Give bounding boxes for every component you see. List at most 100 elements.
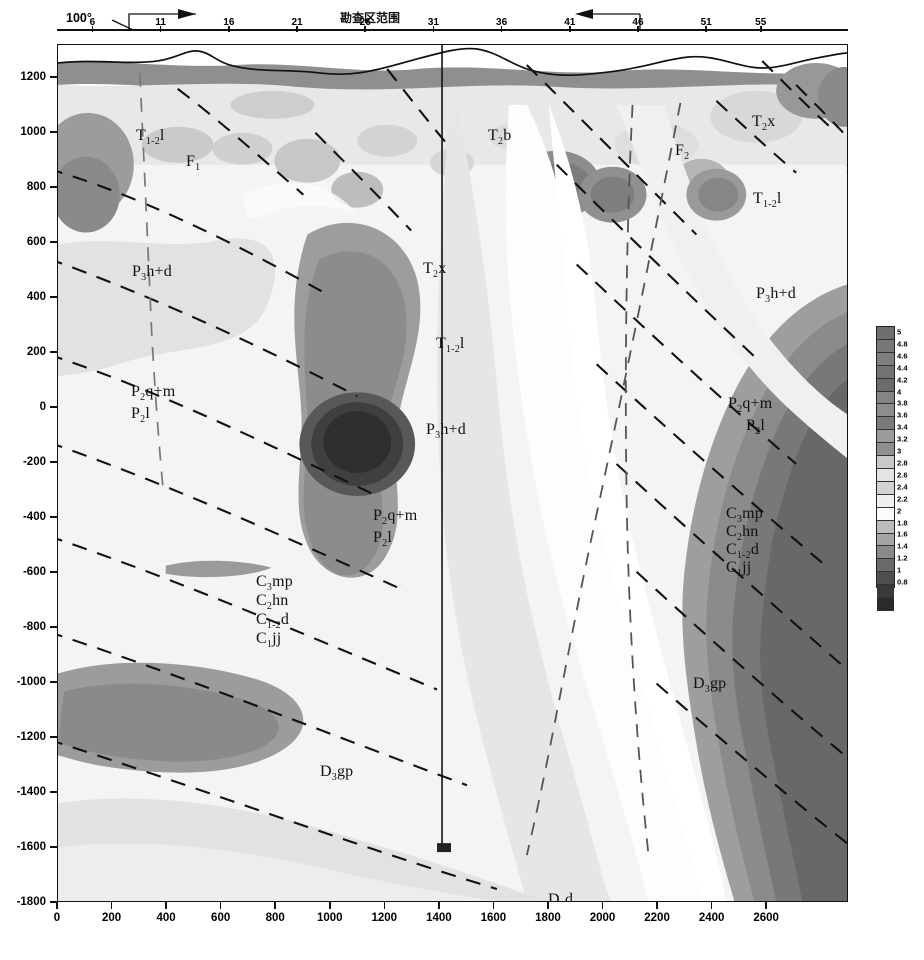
geology-label-t2x-right: T2x — [752, 113, 776, 134]
colorbar-swatch — [877, 404, 894, 418]
top-station-label: 26 — [359, 17, 371, 28]
x-tick-label: 0 — [53, 912, 61, 924]
colorbar-tick-label: 1.4 — [897, 541, 908, 551]
y-tick-label: -800 — [22, 621, 46, 633]
top-station-tick — [759, 26, 762, 32]
y-tick-label: 1000 — [20, 126, 46, 138]
colorbar-swatch — [877, 520, 894, 534]
y-tick — [50, 626, 57, 628]
x-tick — [438, 902, 440, 909]
x-tick — [383, 902, 386, 909]
colorbar-tick-label: 4.4 — [897, 363, 908, 373]
colorbar-tick-label: 1.6 — [897, 529, 908, 539]
geology-label-p2l-right: P2l — [746, 417, 765, 438]
y-tick — [50, 736, 57, 738]
y-tick-label: -1200 — [16, 731, 46, 743]
colorbar-swatch — [877, 533, 894, 547]
y-tick — [50, 901, 57, 903]
colorbar-swatch — [877, 378, 894, 392]
x-tick — [710, 902, 713, 909]
colorbar-tick-label: 1.8 — [897, 518, 908, 527]
colorbar-swatch — [877, 339, 894, 353]
x-tick-label: 600 — [211, 912, 231, 924]
x-tick-label: 2600 — [753, 912, 779, 924]
geology-label-p2qm-right: P2q+m — [728, 395, 773, 416]
colorbar-tick-label: 0.8 — [897, 577, 908, 587]
geology-label-f3: F3 — [846, 163, 847, 179]
x-axis: 0 200 400 600 800 1000 1200 1400 1600 1800 2000 220… — [53, 902, 848, 942]
colorbar-tick-label: 2 — [897, 506, 902, 516]
top-station-label: 46 — [632, 17, 644, 28]
colorbar-tick-label: 3.2 — [897, 434, 908, 444]
geology-label-t12l-left: T1-2l — [136, 127, 165, 148]
geology-label-c2hn-right: C2hn — [726, 523, 759, 544]
top-axis-line — [57, 29, 848, 31]
geology-label-c3mp-right: C3mp — [726, 505, 763, 526]
geology-label-t12l-mid: T1-2l — [436, 335, 465, 356]
top-station-tick — [364, 26, 366, 32]
y-axis: 1200 1000 800 600 400 200 0 -200 -400 -600 -800 -10… — [0, 44, 57, 908]
geology-label-d3gp-left: D3gp — [320, 763, 354, 784]
colorbar-swatch — [877, 585, 894, 599]
colorbar-tick-label: 4 — [897, 387, 902, 396]
x-tick — [547, 902, 549, 909]
colorbar-tick-label: 2.6 — [897, 470, 908, 480]
geology-label-c2hn-mid: C2hn — [256, 592, 289, 613]
colorbar-tick-label: 1 — [897, 565, 902, 575]
geology-label-t12l-right: T1-2l — [753, 190, 782, 211]
x-tick-label: 1400 — [426, 912, 452, 924]
colorbar-swatch — [877, 430, 894, 444]
y-tick-label: -1600 — [16, 841, 46, 853]
x-tick — [165, 902, 167, 909]
geology-label-c3mp-mid: C3mp — [256, 573, 293, 594]
top-station-label: 6 — [89, 17, 96, 28]
colorbar-swatch — [877, 559, 894, 573]
colorbar-tick-label: 2.2 — [897, 494, 908, 504]
colorbar-tick-label: 3 — [897, 446, 902, 456]
x-tick — [110, 902, 113, 909]
colorbar-tick-label: 2.8 — [897, 458, 908, 468]
top-station-label: 36 — [496, 17, 508, 28]
colorbar-tick-label: 3.8 — [897, 398, 908, 408]
resistivity-contour-field — [58, 45, 847, 901]
top-axis-ticks: 6 11 16 21 26 31 36 41 46 51 55 — [57, 4, 848, 32]
y-tick-label: 1200 — [20, 71, 46, 83]
colorbar-strip — [876, 326, 895, 611]
y-tick — [50, 571, 57, 573]
geology-label-p3hd-left: P3h+d — [132, 263, 172, 284]
colorbar-swatch — [877, 507, 894, 521]
geology-label-t2b: T2b — [488, 127, 512, 148]
y-tick — [50, 846, 57, 848]
geology-label-d2d: D2d — [548, 891, 574, 902]
geology-label-c12d-mid: C1-2d — [256, 611, 290, 632]
colorbar-tick-label: 3.6 — [897, 410, 908, 420]
y-tick-label: 600 — [26, 236, 46, 248]
colorbar-tick-label: 5 — [897, 327, 902, 337]
top-station-label: 41 — [564, 17, 576, 28]
y-tick-label: 200 — [26, 346, 46, 358]
y-tick — [50, 461, 57, 463]
geology-label-c1jj-mid: C1jj — [256, 630, 282, 651]
top-station-label: 16 — [223, 17, 235, 28]
colorbar-tick-label: 4.2 — [897, 375, 908, 385]
y-tick — [50, 681, 57, 683]
y-tick — [50, 351, 57, 353]
colorbar-swatch — [877, 443, 894, 457]
colorbar-legend: 5 4.8 4.6 4.4 4.2 4 3.8 3.6 3.4 3.2 3 2.8 2.6 2.4 2.2 2… — [876, 326, 922, 611]
y-tick — [50, 186, 57, 188]
geology-label-c12d-right: C1-2d — [726, 541, 760, 562]
top-station-label: 21 — [291, 17, 303, 28]
x-tick — [765, 902, 767, 909]
x-tick — [601, 902, 604, 909]
geology-label-p2qm-mid: P2q+m — [373, 507, 418, 528]
top-station-tick — [159, 26, 162, 32]
top-station-tick — [91, 26, 94, 32]
y-tick-label: -1400 — [16, 786, 46, 798]
top-station-tick — [296, 26, 298, 32]
geology-label-c1jj-right: C1jj — [726, 559, 752, 580]
geology-label-t2x-mid: T2x — [423, 260, 447, 281]
x-tick-label: 1000 — [316, 912, 343, 924]
x-tick — [328, 902, 331, 909]
geology-label-p3hd-mid: P3h+d — [426, 421, 466, 442]
survey-range-label: 勘查区范围 — [340, 11, 401, 25]
